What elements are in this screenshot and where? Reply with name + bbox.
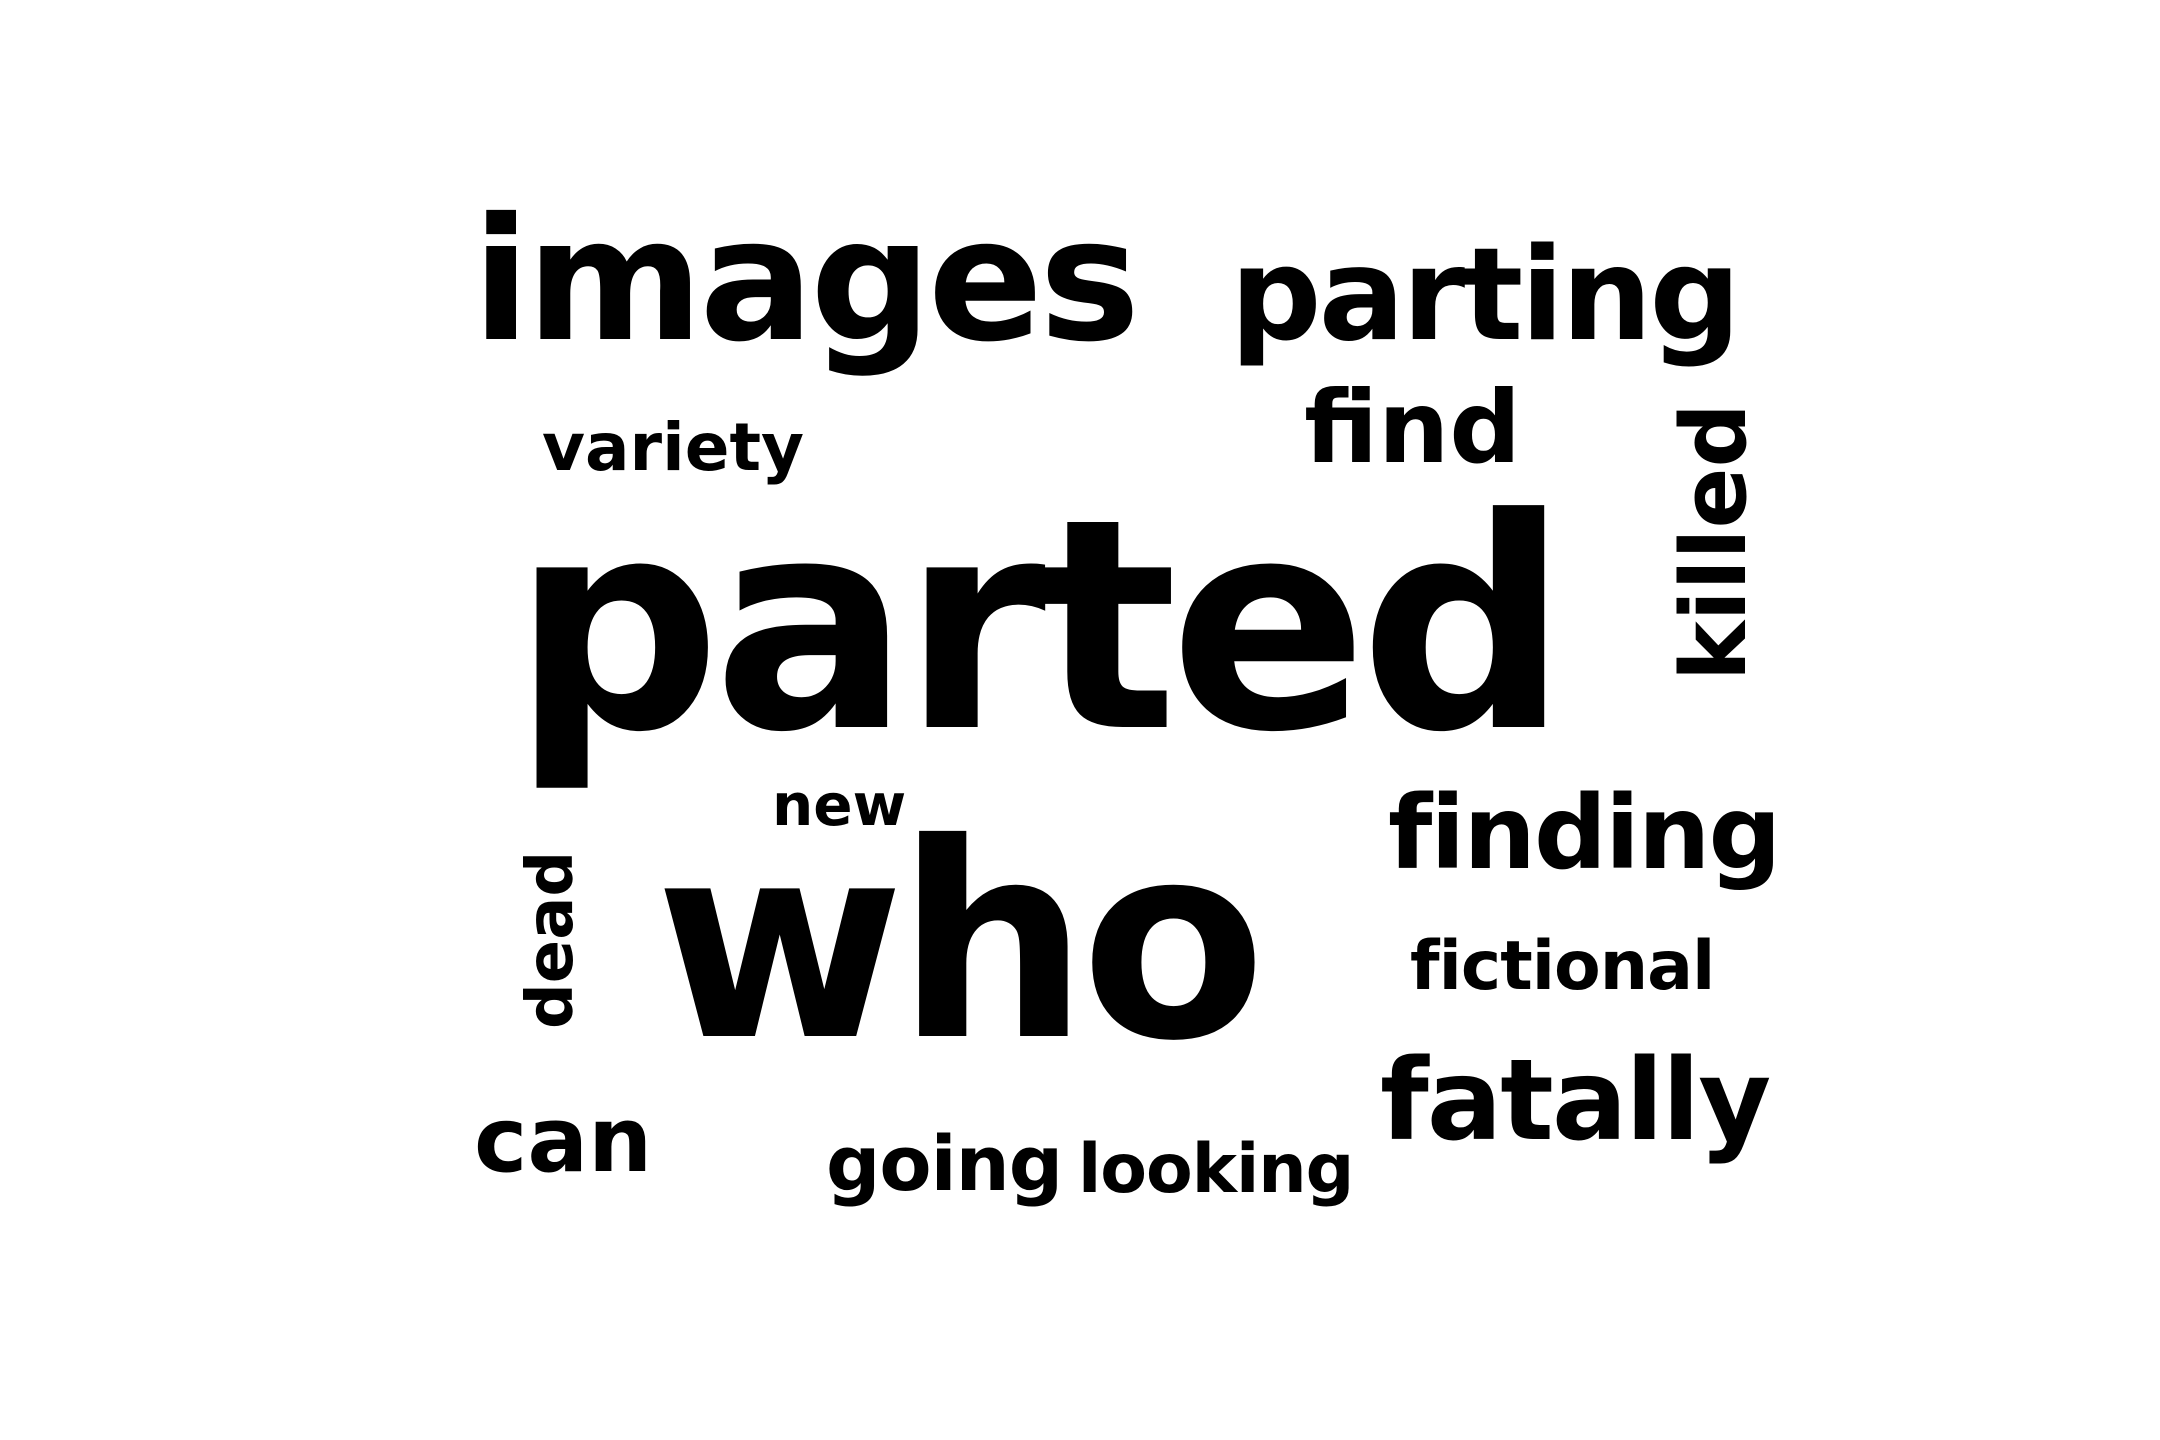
word-fictional: fictional — [1410, 927, 1715, 1006]
word-who: who — [655, 785, 1266, 1100]
word-find: find — [1304, 369, 1521, 486]
word-fatally: fatally — [1380, 1036, 1771, 1166]
word-can: can — [474, 1088, 653, 1193]
word-killed: killed — [1662, 403, 1767, 681]
word-new: new — [772, 771, 907, 839]
word-finding: finding — [1388, 774, 1782, 893]
word-variety: variety — [542, 409, 805, 486]
word-dead: dead — [514, 850, 588, 1029]
word-going: going — [826, 1119, 1063, 1208]
word-images: images — [472, 182, 1140, 380]
word-parted: parted — [512, 456, 1569, 796]
word-parting: parting — [1230, 221, 1741, 370]
word-looking: looking — [1078, 1130, 1354, 1209]
